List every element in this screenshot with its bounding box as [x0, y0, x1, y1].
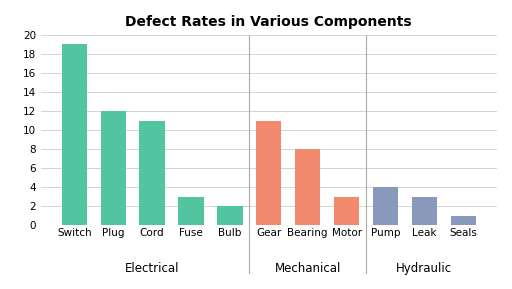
Bar	[100, 111, 126, 225]
Bar	[217, 206, 243, 225]
Text: Electrical: Electrical	[125, 262, 179, 275]
Bar	[295, 149, 321, 225]
Bar	[334, 197, 359, 225]
Text: Hydraulic: Hydraulic	[396, 262, 453, 275]
Bar	[61, 44, 87, 225]
Text: Mechanical: Mechanical	[274, 262, 341, 275]
Bar	[178, 197, 204, 225]
Bar	[412, 197, 437, 225]
Bar	[451, 216, 476, 225]
Bar	[373, 187, 398, 225]
Bar	[256, 121, 282, 225]
Bar	[139, 121, 165, 225]
Title: Defect Rates in Various Components: Defect Rates in Various Components	[125, 15, 412, 29]
